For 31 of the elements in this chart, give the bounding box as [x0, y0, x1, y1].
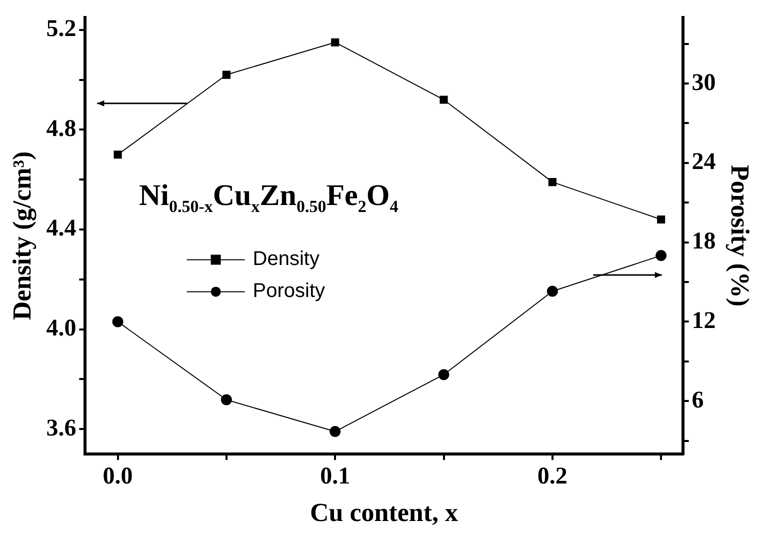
point: [438, 369, 450, 380]
y-tick-label: 5.2: [46, 16, 76, 42]
y-tick-label: 3.6: [46, 415, 76, 442]
point: [548, 178, 556, 186]
point: [656, 250, 667, 262]
point: [220, 394, 232, 406]
point: [331, 38, 340, 46]
y2-tick-label: 30: [692, 70, 716, 96]
y2-tick-label: 6: [692, 387, 704, 414]
point: [114, 150, 122, 159]
point: [222, 70, 230, 79]
point: [657, 215, 666, 224]
point: [330, 426, 341, 438]
x-tick-label: 0.0: [102, 464, 133, 490]
x-tick-label: 0.2: [537, 464, 568, 490]
y-tick-label: 4.8: [46, 116, 76, 142]
legend-label: Porosity: [252, 280, 326, 302]
legend-label: Density: [252, 248, 320, 270]
x-tick-label: 0.1: [320, 464, 350, 490]
y2-tick-label: 24: [692, 149, 716, 176]
y2-tick-label: 18: [692, 228, 716, 255]
point: [112, 316, 124, 328]
y-tick-label: 4.4: [46, 216, 76, 242]
text: Ni$_{0.50-x}$Cu$_{x}$Zn$_{0.50}$Fe$_{2}$O$_{4}$: [138, 178, 398, 216]
y-tick-label: 4.0: [46, 315, 76, 342]
y2-axis-title: Porosity (%): [726, 164, 755, 307]
x-axis-title: Cu content, x: [310, 498, 458, 528]
y-axis-title: Density (g/cm³): [7, 151, 36, 320]
y2-tick-label: 12: [692, 308, 716, 334]
point: [546, 286, 558, 297]
point: [440, 96, 448, 104]
